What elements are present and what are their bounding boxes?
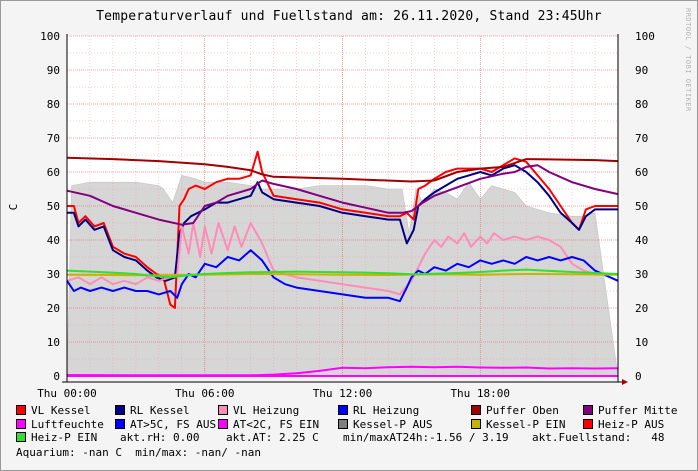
legend-label: Puffer Oben xyxy=(486,404,559,417)
legend-label: VL Heizung xyxy=(233,404,300,417)
y-tick-label-right: 70 xyxy=(635,132,648,145)
legend-swatch xyxy=(218,419,228,429)
legend-label: Puffer Mitte xyxy=(598,404,678,417)
series-line-puffer-mitte xyxy=(66,164,619,226)
series-line-luftfeuchte xyxy=(66,365,619,377)
x-tick-label: Thu 06:00 xyxy=(175,387,235,400)
series-line-rl-kessel xyxy=(67,164,618,282)
x-tick-label: Thu 00:00 xyxy=(37,387,97,400)
legend-item-luftfeuchte: Luftfeuchte xyxy=(16,418,104,431)
legend-label: RL Kessel xyxy=(130,404,190,417)
legend-label: Kessel-P AUS xyxy=(353,418,433,431)
rrdtool-watermark: RRDTOOL / TOBI OETIKER xyxy=(684,8,692,112)
x-axis-arrow xyxy=(622,379,628,385)
legend-item-kessel-p-aus: Kessel-P AUS xyxy=(338,418,432,431)
y-tick-label-left: 20 xyxy=(47,302,60,315)
y-tick-label-right: 100 xyxy=(635,30,655,43)
chart-plot: 0 0 10 10 20 20 30 30 40 40 50 50 60 60 70 70 80 80 90 90 10… xyxy=(7,30,655,400)
legend-item-at-5c-fs-aus: AT>5C, FS AUS xyxy=(115,418,216,431)
legend-swatch xyxy=(471,405,481,415)
legend-item-rl-heizung: RL Heizung xyxy=(338,404,419,417)
legend-label: Luftfeuchte xyxy=(31,418,104,431)
y-tick-label-right: 80 xyxy=(635,98,648,111)
status-aquarium: Aquarium: -nan C min/max: -nan/ -nan xyxy=(16,446,262,459)
legend-swatch xyxy=(16,419,26,429)
y-tick-label-right: 0 xyxy=(635,370,642,383)
y-axis-label: C xyxy=(7,204,20,211)
y-tick-label-right: 20 xyxy=(635,302,648,315)
legend-swatch xyxy=(338,405,348,415)
y-tick-label-right: 40 xyxy=(635,234,648,247)
y-tick-label-left: 70 xyxy=(47,132,60,145)
status-fill-level: akt.Fuellstand: 48 xyxy=(532,431,665,444)
y-tick-label-left: 90 xyxy=(47,64,60,77)
legend-swatch xyxy=(115,419,125,429)
y-tick-label-left: 60 xyxy=(47,166,60,179)
series-line-heiz-p-ein xyxy=(66,268,619,279)
y-tick-label-right: 60 xyxy=(635,166,648,179)
status-humidity: akt.rH: 0.00 xyxy=(120,431,200,444)
chart-title: Temperaturverlauf und Fuellstand am: 26.… xyxy=(96,9,602,24)
x-tick-label: Thu 12:00 xyxy=(313,387,373,400)
y-tick-label-right: 90 xyxy=(635,64,648,77)
legend-label: RL Heizung xyxy=(353,404,420,417)
legend-item-vl-kessel: VL Kessel xyxy=(16,404,91,417)
y-tick-label-right: 50 xyxy=(635,200,648,213)
y-tick-label-right: 10 xyxy=(635,336,648,349)
legend-swatch xyxy=(16,405,26,415)
legend-label: VL Kessel xyxy=(31,404,91,417)
y-tick-label-right: 30 xyxy=(635,268,648,281)
legend-swatch xyxy=(338,419,348,429)
series-line-vl-kessel xyxy=(67,150,618,309)
series-line-rl-heizung xyxy=(66,249,619,303)
legend-item-kessel-p-ein: Kessel-P EIN xyxy=(471,418,565,431)
legend-label: AT<2C, FS EIN xyxy=(233,418,320,431)
y-tick-label-left: 0 xyxy=(53,370,60,383)
legend-label: Heiz-P EIN xyxy=(31,431,98,444)
legend-swatch xyxy=(115,405,125,415)
series-line-vl-heizung xyxy=(66,222,618,296)
legend-item-heiz-p-ein: Heiz-P EIN xyxy=(16,431,97,444)
series-line-puffer-oben xyxy=(66,156,619,183)
legend-label: AT>5C, FS AUS xyxy=(130,418,217,431)
legend-swatch xyxy=(218,405,228,415)
legend-swatch xyxy=(583,405,593,415)
legend-item-vl-heizung: VL Heizung xyxy=(218,404,299,417)
legend-swatch xyxy=(16,432,26,442)
legend-item-at-2c-fs-ein: AT<2C, FS EIN xyxy=(218,418,319,431)
legend-item-rl-kessel: RL Kessel xyxy=(115,404,190,417)
status-minmax-24h: min/maxAT24h:-1.56 / 3.19 xyxy=(343,431,509,444)
x-tick-label: Thu 18:00 xyxy=(450,387,510,400)
y-tick-label-left: 50 xyxy=(47,200,60,213)
y-tick-label-left: 100 xyxy=(40,30,60,43)
legend-swatch xyxy=(471,419,481,429)
y-tick-label-left: 80 xyxy=(47,98,60,111)
status-outdoor-temp: akt.AT: 2.25 C xyxy=(226,431,319,444)
y-tick-label-left: 30 xyxy=(47,268,60,281)
legend-item-puffer-mitte: Puffer Mitte xyxy=(583,404,677,417)
legend-label: Kessel-P EIN xyxy=(486,418,566,431)
legend-item-puffer-oben: Puffer Oben xyxy=(471,404,559,417)
y-tick-label-left: 10 xyxy=(47,336,60,349)
legend-label: Heiz-P AUS xyxy=(598,418,665,431)
legend-swatch xyxy=(583,419,593,429)
y-tick-label-left: 40 xyxy=(47,234,60,247)
legend-item-heiz-p-aus: Heiz-P AUS xyxy=(583,418,664,431)
